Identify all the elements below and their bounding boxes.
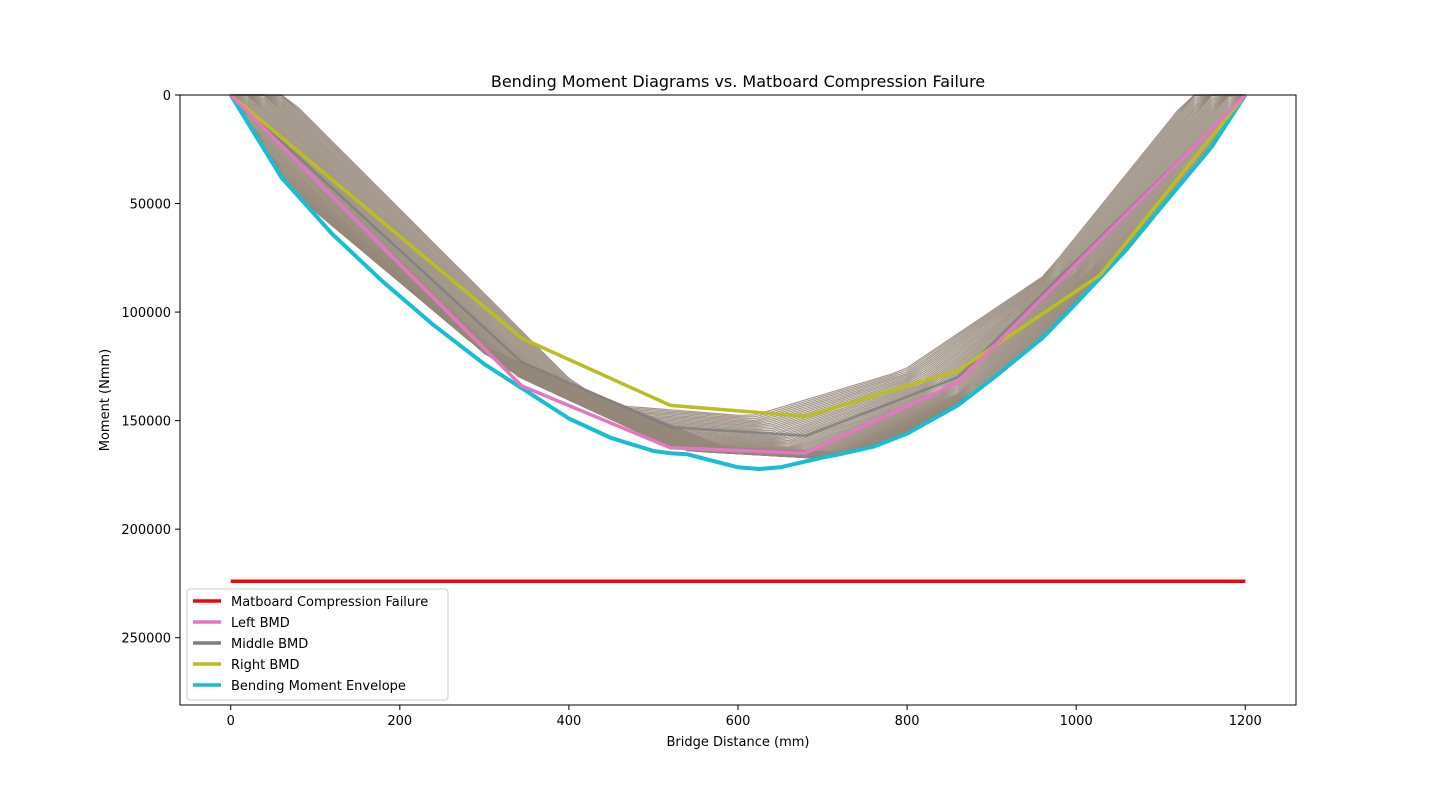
x-tick-label: 1200 <box>1229 714 1262 729</box>
middle-bmd-family-line <box>230 94 1246 450</box>
y-tick-label: 150000 <box>121 415 171 430</box>
left-bmd-line <box>229 93 1247 455</box>
bending-moment-envelope-line <box>228 93 1247 471</box>
y-tick-label: 250000 <box>121 632 171 647</box>
legend: Matboard Compression Failure Left BMD Midd… <box>186 588 449 701</box>
x-axis: 0 200 400 600 800 1000 1200 <box>227 705 1262 729</box>
right-bmd-line <box>229 93 1247 419</box>
x-tick-label: 400 <box>556 714 581 729</box>
series-lines <box>228 93 1247 584</box>
x-tick-label: 200 <box>387 714 412 729</box>
y-axis-label: Moment (Nmm) <box>98 349 113 452</box>
chart-title: Bending Moment Diagrams vs. Matboard Com… <box>491 72 985 91</box>
x-axis-label: Bridge Distance (mm) <box>667 735 810 750</box>
middle-bmd-family-line <box>230 94 1246 451</box>
middle-bmd-family <box>230 94 1246 459</box>
legend-label: Right BMD <box>231 658 300 673</box>
legend-label: Left BMD <box>231 616 290 631</box>
middle-bmd-line <box>229 94 1247 438</box>
middle-bmd-family-line <box>230 94 1246 451</box>
legend-label: Bending Moment Envelope <box>231 679 406 694</box>
x-tick-label: 0 <box>227 714 235 729</box>
legend-box <box>186 588 449 701</box>
middle-bmd-family-line <box>230 94 1246 449</box>
x-tick-label: 600 <box>726 714 751 729</box>
y-tick-label: 200000 <box>121 523 171 538</box>
y-tick-label: 50000 <box>130 198 171 213</box>
y-tick-label: 100000 <box>121 306 171 321</box>
legend-label: Middle BMD <box>231 637 308 652</box>
x-tick-label: 1000 <box>1060 714 1093 729</box>
y-tick-label: 0 <box>163 89 171 104</box>
x-tick-label: 800 <box>895 714 920 729</box>
y-axis: 0 50000 100000 150000 200000 250000 <box>121 89 180 647</box>
legend-label: Matboard Compression Failure <box>231 595 428 610</box>
